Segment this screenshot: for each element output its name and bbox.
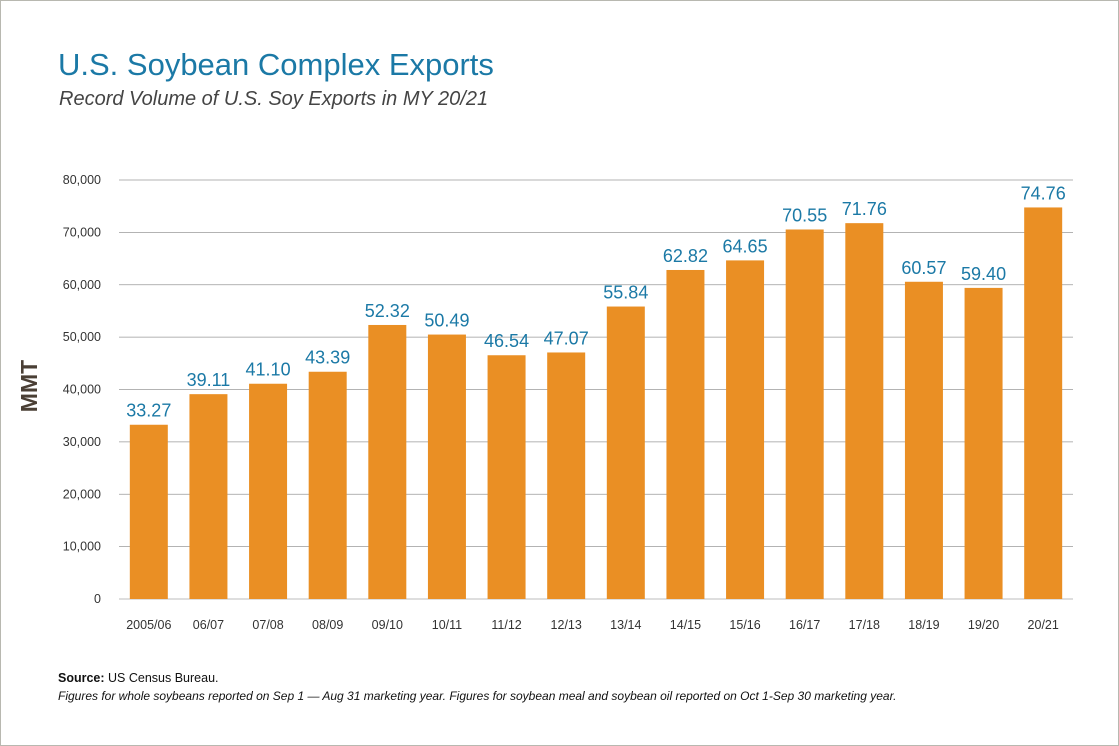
y-tick-label: 0 xyxy=(94,592,101,606)
y-tick-label: 80,000 xyxy=(63,173,101,187)
bar xyxy=(368,324,407,599)
data-label: 33.27 xyxy=(126,401,171,421)
bar xyxy=(249,383,288,599)
source-label: Source: xyxy=(58,671,105,685)
data-label: 70.55 xyxy=(782,205,827,225)
bar-chart: 0 10,000 20,000 30,000 40,000 50,000 60,000 70,… xyxy=(16,173,1073,632)
data-label: 60.57 xyxy=(901,258,946,278)
x-tick-label: 06/07 xyxy=(193,618,224,632)
x-tick-label: 10/11 xyxy=(432,618,462,632)
x-tick-label: 15/16 xyxy=(729,618,760,632)
chart-subtitle: Record Volume of U.S. Soy Exports in MY … xyxy=(59,88,489,110)
y-tick-label: 60,000 xyxy=(63,278,101,292)
x-tick-label: 11/12 xyxy=(491,618,521,632)
data-label: 59.40 xyxy=(961,264,1006,284)
source-line: Source: US Census Bureau. xyxy=(58,671,219,685)
x-tick-label: 16/17 xyxy=(789,618,820,632)
bar xyxy=(487,355,526,599)
bar xyxy=(904,281,943,599)
y-axis-label: MMT xyxy=(16,360,42,412)
x-tick-label: 13/14 xyxy=(610,618,641,632)
x-tick-label: 18/19 xyxy=(908,618,939,632)
data-label: 41.10 xyxy=(246,360,291,380)
bar xyxy=(427,334,466,599)
data-label: 47.07 xyxy=(544,328,589,348)
chart-title: U.S. Soybean Complex Exports xyxy=(58,47,494,82)
x-tick-label: 2005/06 xyxy=(126,618,171,632)
data-label: 64.65 xyxy=(723,236,768,256)
bar xyxy=(785,229,824,599)
x-tick-label: 19/20 xyxy=(968,618,999,632)
y-tick-label: 50,000 xyxy=(63,330,101,344)
y-tick-label: 10,000 xyxy=(63,540,101,554)
x-tick-label: 17/18 xyxy=(849,618,880,632)
y-tick-label: 30,000 xyxy=(63,435,101,449)
data-label: 39.11 xyxy=(187,370,231,390)
bar xyxy=(547,352,586,599)
footnote: Figures for whole soybeans reported on S… xyxy=(58,689,897,703)
bar xyxy=(189,394,228,599)
data-label: 55.84 xyxy=(603,283,648,303)
x-tick-label: 14/15 xyxy=(670,618,701,632)
data-label: 62.82 xyxy=(663,246,708,266)
data-label: 43.39 xyxy=(305,348,350,368)
bar xyxy=(129,424,168,599)
source-text: US Census Bureau. xyxy=(104,671,219,685)
data-label: 50.49 xyxy=(424,311,469,331)
y-tick-label: 40,000 xyxy=(63,383,101,397)
bar xyxy=(845,223,884,600)
y-tick-label: 70,000 xyxy=(63,225,101,239)
x-tick-label: 20/21 xyxy=(1028,618,1059,632)
data-label: 71.76 xyxy=(842,199,887,219)
x-tick-label: 09/10 xyxy=(372,618,403,632)
bar xyxy=(606,306,645,599)
y-tick-label: 20,000 xyxy=(63,487,101,501)
x-tick-label: 08/09 xyxy=(312,618,343,632)
data-label: 52.32 xyxy=(365,301,410,321)
bar xyxy=(666,269,705,599)
bar xyxy=(308,371,347,599)
data-label: 46.54 xyxy=(484,331,529,351)
x-tick-label: 12/13 xyxy=(551,618,582,632)
bar xyxy=(964,287,1003,599)
x-tick-label: 07/08 xyxy=(252,618,283,632)
bar xyxy=(1024,207,1063,599)
bar xyxy=(726,260,765,599)
data-label: 74.76 xyxy=(1021,183,1066,203)
